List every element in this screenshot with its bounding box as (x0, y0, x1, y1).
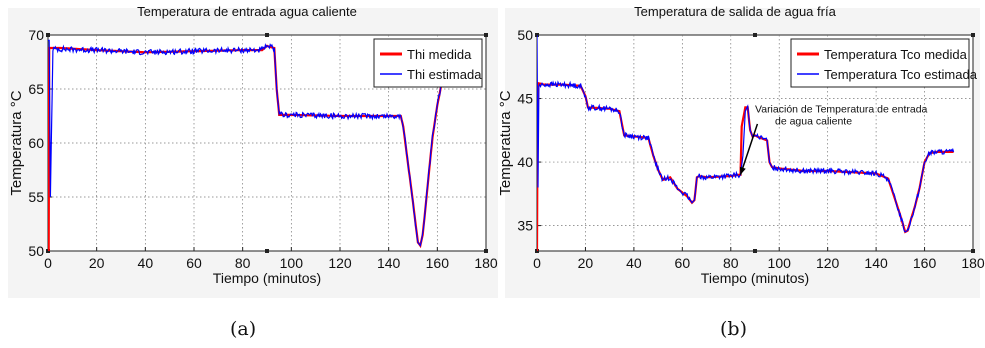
annotation-text-line2: de agua caliente (775, 116, 852, 128)
chart-title: Temperatura de salida de agua fría (634, 4, 836, 19)
axis-handle (46, 33, 50, 37)
legend: Thi medida Thi estimada (373, 38, 483, 88)
legend-label: Temperatura Tco medida (824, 47, 968, 62)
y-tick-label: 60 (28, 135, 44, 151)
x-tick-label: 180 (961, 255, 985, 271)
axis-handle (484, 33, 488, 37)
x-axis-label: Tiempo (minutos) (701, 270, 809, 286)
annotation-arrow (739, 123, 759, 176)
x-tick-label: 120 (816, 255, 840, 271)
legend-label: Temperatura Tco estimada (824, 67, 978, 82)
y-axis-label: Temperatura °C (497, 90, 514, 195)
y-tick-label: 50 (28, 243, 44, 259)
x-tick-label: 40 (626, 255, 642, 271)
x-tick-label: 100 (768, 255, 792, 271)
y-tick-label: 35 (517, 218, 533, 234)
x-tick-label: 120 (328, 255, 352, 271)
axis-handle (971, 249, 975, 253)
axis-handle (971, 33, 975, 37)
x-tick-label: 40 (138, 255, 154, 271)
series-line-estimated (48, 39, 468, 248)
x-tick-label: 60 (675, 255, 691, 271)
y-tick-label: 40 (517, 154, 533, 170)
y-tick-label: 70 (28, 27, 44, 43)
x-tick-label: 80 (235, 255, 251, 271)
chart-panel-b: 0 20 40 60 80 100 120 140 160 180 35 40 45 50 Temperat… (497, 4, 985, 298)
axis-handle (753, 249, 757, 253)
x-tick-label: 20 (578, 255, 594, 271)
x-tick-label: 180 (474, 255, 498, 271)
axis-handle (265, 33, 269, 37)
x-tick-label: 80 (723, 255, 739, 271)
y-tick-label: 50 (517, 27, 533, 43)
axis-handle (753, 33, 757, 37)
annotation-arrowhead (739, 166, 746, 175)
axis-handle (265, 249, 269, 253)
y-tick-label: 45 (517, 91, 533, 107)
x-tick-label: 20 (89, 255, 105, 271)
annotation-text-line1: Variación de Temperatura de entrada (755, 104, 928, 116)
x-axis-label: Tiempo (minutos) (213, 270, 321, 286)
x-tick-label: 160 (426, 255, 450, 271)
x-tick-label: 140 (864, 255, 888, 271)
x-tick-label: 160 (913, 255, 937, 271)
axis-handle (484, 249, 488, 253)
legend-label: Thi estimada (407, 67, 482, 82)
chart-panel-a: 0 20 40 60 80 100 120 140 160 180 50 55 60 65 70 Temper… (8, 4, 498, 298)
caption-a: (a) (230, 318, 257, 340)
y-axis-label: Temperatura °C (8, 90, 25, 195)
chart-title: Temperatura de entrada agua caliente (137, 4, 357, 19)
legend: Temperatura Tco medida Temperatura Tco es… (790, 38, 978, 88)
x-tick-label: 0 (533, 255, 541, 271)
legend-box (373, 38, 483, 88)
y-tick-label: 65 (28, 81, 44, 97)
series-line-estimated (537, 35, 955, 233)
y-tick-label: 55 (28, 189, 44, 205)
x-tick-label: 100 (280, 255, 304, 271)
legend-label: Thi medida (407, 47, 472, 62)
caption-b: (b) (720, 318, 747, 340)
x-tick-label: 140 (377, 255, 401, 271)
x-tick-label: 60 (186, 255, 202, 271)
legend-box (790, 38, 970, 88)
x-tick-label: 0 (44, 255, 52, 271)
